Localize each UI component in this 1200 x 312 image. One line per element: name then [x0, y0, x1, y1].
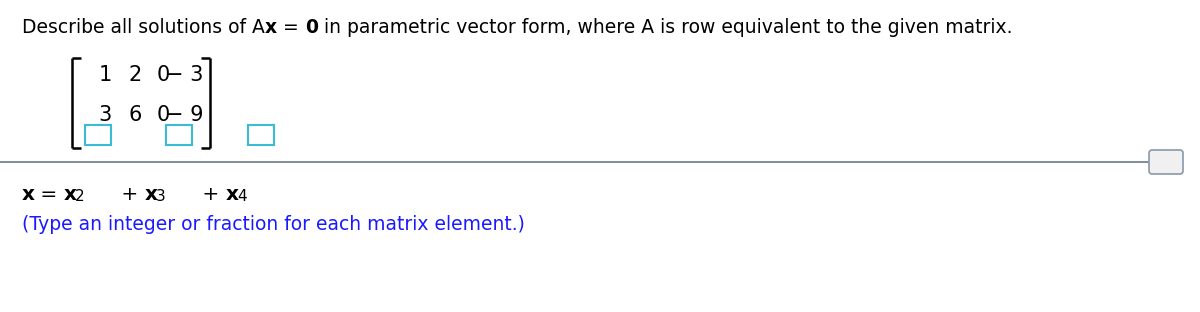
Text: − 9: − 9	[167, 105, 204, 125]
Text: 0: 0	[156, 105, 169, 125]
Text: 4: 4	[238, 189, 247, 204]
Text: (Type an integer or fraction for each matrix element.): (Type an integer or fraction for each ma…	[22, 215, 524, 234]
Text: 2: 2	[128, 65, 142, 85]
Text: +: +	[115, 185, 145, 204]
Text: 6: 6	[128, 105, 142, 125]
FancyBboxPatch shape	[167, 125, 192, 145]
Text: 3: 3	[156, 189, 166, 204]
Text: x: x	[265, 18, 277, 37]
Text: +: +	[197, 185, 226, 204]
Text: x: x	[226, 185, 239, 204]
Text: 0: 0	[305, 18, 318, 37]
Text: x: x	[64, 185, 77, 204]
Text: 1: 1	[98, 65, 112, 85]
FancyBboxPatch shape	[85, 125, 112, 145]
Text: in parametric vector form, where A is row equivalent to the given matrix.: in parametric vector form, where A is ro…	[318, 18, 1013, 37]
Text: =: =	[277, 18, 305, 37]
Text: 2: 2	[74, 189, 84, 204]
Text: =: =	[34, 185, 64, 204]
Text: x: x	[145, 185, 157, 204]
Text: 0: 0	[156, 65, 169, 85]
FancyBboxPatch shape	[247, 125, 274, 145]
Text: − 3: − 3	[167, 65, 204, 85]
Text: x: x	[22, 185, 35, 204]
FancyBboxPatch shape	[1150, 150, 1183, 174]
Text: 3: 3	[98, 105, 112, 125]
Text: Describe all solutions of A: Describe all solutions of A	[22, 18, 265, 37]
